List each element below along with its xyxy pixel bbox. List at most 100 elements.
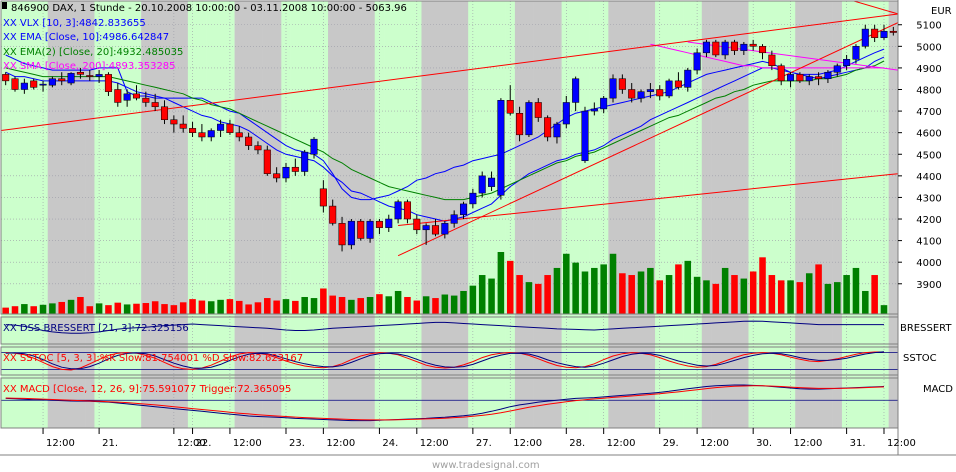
- candle-body[interactable]: [815, 76, 823, 79]
- volume-bar[interactable]: [497, 252, 505, 314]
- volume-bar[interactable]: [123, 304, 131, 314]
- candle-body[interactable]: [730, 41, 739, 51]
- volume-bar[interactable]: [432, 298, 439, 314]
- volume-bar[interactable]: [796, 282, 804, 314]
- volume-bar[interactable]: [862, 290, 869, 314]
- candle-body[interactable]: [39, 83, 47, 86]
- candle-body[interactable]: [684, 69, 692, 88]
- volume-bar[interactable]: [563, 253, 570, 314]
- volume-bar[interactable]: [348, 299, 355, 314]
- volume-bar[interactable]: [310, 298, 318, 314]
- volume-bar[interactable]: [441, 294, 449, 314]
- volume-bar[interactable]: [749, 271, 757, 314]
- candle-body[interactable]: [263, 149, 271, 174]
- candle-body[interactable]: [721, 41, 729, 56]
- volume-bar[interactable]: [58, 301, 66, 314]
- volume-bar[interactable]: [376, 294, 383, 314]
- candle-body[interactable]: [394, 201, 402, 220]
- volume-bar[interactable]: [768, 275, 776, 314]
- candle-body[interactable]: [758, 46, 767, 54]
- volume-bar[interactable]: [609, 253, 617, 314]
- k-slow-line[interactable]: [5, 351, 884, 371]
- volume-bar[interactable]: [161, 304, 168, 314]
- dss-panel[interactable]: [5, 320, 884, 334]
- volume-bar[interactable]: [404, 296, 411, 314]
- candle-body[interactable]: [422, 225, 430, 231]
- volume-bar[interactable]: [721, 267, 729, 314]
- d-slow-line[interactable]: [5, 351, 885, 370]
- candle-body[interactable]: [618, 78, 626, 90]
- candle-body[interactable]: [329, 205, 337, 224]
- sma-line[interactable]: [650, 43, 884, 69]
- candle-body[interactable]: [740, 43, 748, 51]
- candle-body[interactable]: [674, 80, 682, 88]
- candle-body[interactable]: [151, 102, 159, 108]
- volume-bar[interactable]: [534, 283, 542, 314]
- trendline[interactable]: [398, 173, 898, 226]
- candle-body[interactable]: [142, 97, 150, 103]
- volume-bar[interactable]: [394, 290, 402, 314]
- volume-bar[interactable]: [619, 273, 626, 314]
- candle-body[interactable]: [226, 123, 234, 133]
- volume-bar[interactable]: [843, 275, 850, 314]
- volume-bar[interactable]: [469, 285, 477, 314]
- candle-body[interactable]: [375, 220, 383, 228]
- candle-body[interactable]: [665, 80, 673, 97]
- candle-body[interactable]: [693, 52, 701, 71]
- legend-vlx[interactable]: XX VLX [10, 3]:4842.833655: [3, 18, 146, 29]
- candle-body[interactable]: [319, 188, 327, 207]
- candle-body[interactable]: [198, 132, 206, 138]
- candle-body[interactable]: [459, 203, 468, 215]
- candle-body[interactable]: [871, 28, 879, 38]
- legend-ema[interactable]: XX EMA [Close, 10]:4986.642847: [3, 32, 169, 43]
- trigger-line[interactable]: [5, 385, 885, 421]
- candle-body[interactable]: [852, 46, 860, 60]
- volume-bar[interactable]: [86, 306, 94, 314]
- volume-bar[interactable]: [880, 305, 888, 314]
- volume-bar[interactable]: [805, 273, 813, 314]
- candle-body[interactable]: [712, 41, 720, 56]
- candle-body[interactable]: [581, 110, 589, 161]
- volume-bar[interactable]: [572, 262, 579, 314]
- volume-bar[interactable]: [703, 280, 710, 314]
- legend-ema2[interactable]: XX EMA(2) [Close, 20]:4932.485035: [3, 47, 183, 58]
- volume-bar[interactable]: [852, 267, 860, 314]
- volume-bar[interactable]: [264, 298, 271, 314]
- volume-bar[interactable]: [151, 301, 159, 314]
- candle-body[interactable]: [95, 74, 103, 77]
- candle-body[interactable]: [189, 128, 197, 133]
- volume-bar[interactable]: [217, 299, 224, 314]
- candle-body[interactable]: [245, 136, 253, 146]
- volume-bar[interactable]: [198, 300, 206, 314]
- candle-body[interactable]: [478, 175, 486, 194]
- dss-line[interactable]: [5, 320, 884, 334]
- volume-bar[interactable]: [544, 275, 551, 314]
- legend-dss[interactable]: XX DSS BRESSERT [21, 3]:72.325156: [3, 323, 189, 334]
- candle-body[interactable]: [768, 54, 776, 67]
- candle-body[interactable]: [48, 78, 56, 86]
- candle-body[interactable]: [132, 93, 141, 99]
- candle-body[interactable]: [170, 119, 178, 125]
- candle-body[interactable]: [833, 65, 841, 73]
- candle-body[interactable]: [516, 112, 524, 136]
- volume-bar[interactable]: [49, 303, 56, 314]
- candle-body[interactable]: [749, 43, 757, 47]
- candle-body[interactable]: [76, 71, 84, 75]
- volume-bar[interactable]: [292, 300, 299, 314]
- candle-body[interactable]: [273, 173, 281, 179]
- candle-body[interactable]: [20, 82, 28, 90]
- candle-body[interactable]: [562, 102, 570, 125]
- volume-bar[interactable]: [740, 278, 748, 314]
- volume-bar[interactable]: [21, 304, 28, 314]
- volume-bar[interactable]: [385, 296, 393, 314]
- volume-bar[interactable]: [478, 275, 486, 314]
- volume-bar[interactable]: [179, 302, 187, 314]
- candle-body[interactable]: [86, 75, 94, 77]
- volume-bar[interactable]: [731, 275, 738, 314]
- volume-bar[interactable]: [338, 296, 346, 314]
- volume-bar[interactable]: [488, 278, 495, 314]
- volume-bar[interactable]: [170, 305, 178, 314]
- candle-body[interactable]: [880, 30, 888, 38]
- ema2-line[interactable]: [5, 60, 885, 201]
